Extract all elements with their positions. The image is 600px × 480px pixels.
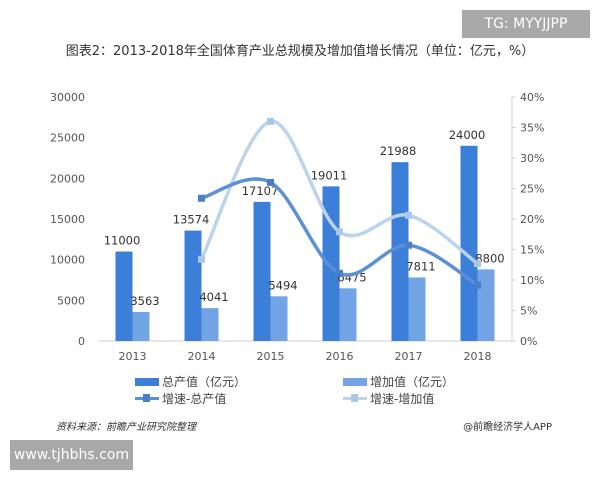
- data-label-total: 11000: [104, 234, 141, 248]
- marker-growth-total: [267, 178, 274, 186]
- marker-growth-total: [474, 281, 481, 289]
- legend-label-total: 总产值（亿元）: [162, 375, 247, 389]
- data-label-added: 7811: [406, 259, 435, 273]
- data-label-total: 21988: [380, 144, 417, 158]
- data-label-added: 4041: [199, 290, 228, 304]
- bar-total: [184, 230, 202, 341]
- credit-note: @前瞻经济学人APP: [463, 422, 552, 433]
- data-label-added: 8800: [475, 251, 504, 265]
- y2-tick-label: 10%: [520, 274, 544, 287]
- x-tick-label: 2013: [119, 350, 147, 363]
- legend-item-added: 增加值（亿元）: [343, 373, 454, 390]
- legend-item-total: 总产值（亿元）: [135, 373, 246, 390]
- y-tick-label: 0: [78, 335, 85, 348]
- x-tick-label: 2018: [464, 350, 492, 363]
- legend-swatch-total: [135, 377, 159, 386]
- watermark-top-right: TG: MYYJJPP: [462, 10, 590, 38]
- y2-tick-label: 0%: [520, 335, 537, 348]
- data-label-total: 19011: [311, 168, 348, 182]
- marker-growth-added: [198, 255, 205, 263]
- y-tick-label: 25000: [50, 132, 85, 145]
- marker-growth-added: [405, 211, 412, 219]
- watermark-bottom-left: www.tjhbhs.com: [10, 440, 133, 470]
- marker-growth-added: [267, 117, 274, 125]
- marker-growth-total: [405, 241, 412, 249]
- y-tick-label: 30000: [50, 91, 85, 104]
- marker-growth-total: [336, 269, 343, 277]
- data-label-total: 17107: [242, 184, 279, 198]
- x-tick-label: 2015: [257, 350, 285, 363]
- data-label-total: 24000: [449, 128, 486, 142]
- data-label-added: 5494: [268, 278, 297, 292]
- y-tick-label: 20000: [50, 172, 85, 185]
- y2-tick-label: 35%: [520, 122, 544, 135]
- source-note: 资料来源：前瞻产业研究院整理: [56, 422, 196, 433]
- legend-line-growth-total: [135, 394, 159, 402]
- legend-item-growth-added: 增速-增加值: [343, 390, 434, 407]
- legend-label-growth-added: 增速-增加值: [370, 392, 435, 406]
- y2-tick-label: 40%: [520, 91, 544, 104]
- y2-tick-label: 5%: [520, 305, 537, 318]
- bar-added: [408, 277, 426, 341]
- bar-total: [115, 251, 133, 341]
- line-growth-added: [199, 119, 480, 266]
- marker-growth-added: [336, 228, 343, 236]
- y2-tick-label: 30%: [520, 152, 544, 165]
- bar-total: [460, 145, 478, 341]
- y2-tick-label: 25%: [520, 183, 544, 196]
- y-tick-label: 10000: [50, 254, 85, 267]
- marker-growth-added: [474, 260, 481, 268]
- legend-line-growth-added: [343, 394, 367, 402]
- legend-label-growth-total: 增速-总产值: [162, 392, 227, 406]
- y-tick-label: 15000: [50, 213, 85, 226]
- bar-added: [477, 269, 495, 341]
- legend-item-growth-total: 增速-总产值: [135, 390, 226, 407]
- bar-total: [322, 186, 340, 341]
- data-label-added: 3563: [130, 294, 159, 308]
- chart-title: 图表2：2013-2018年全国体育产业总规模及增加值增长情况（单位：亿元，%）: [65, 44, 535, 59]
- bar-added: [270, 296, 288, 341]
- y2-tick-label: 20%: [520, 213, 544, 226]
- legend-swatch-added: [343, 377, 367, 386]
- x-tick-label: 2017: [395, 350, 423, 363]
- y2-tick-label: 15%: [520, 244, 544, 257]
- data-label-total: 13574: [173, 213, 210, 227]
- bar-added: [132, 312, 150, 341]
- legend-label-added: 增加值（亿元）: [370, 375, 455, 389]
- x-tick-label: 2016: [326, 350, 354, 363]
- bar-total: [253, 201, 271, 341]
- marker-growth-total: [198, 194, 205, 202]
- x-tick-label: 2014: [188, 350, 216, 363]
- y-tick-label: 5000: [57, 294, 85, 307]
- bar-total: [391, 162, 409, 341]
- bar-added: [339, 288, 357, 341]
- bar-added: [201, 308, 219, 341]
